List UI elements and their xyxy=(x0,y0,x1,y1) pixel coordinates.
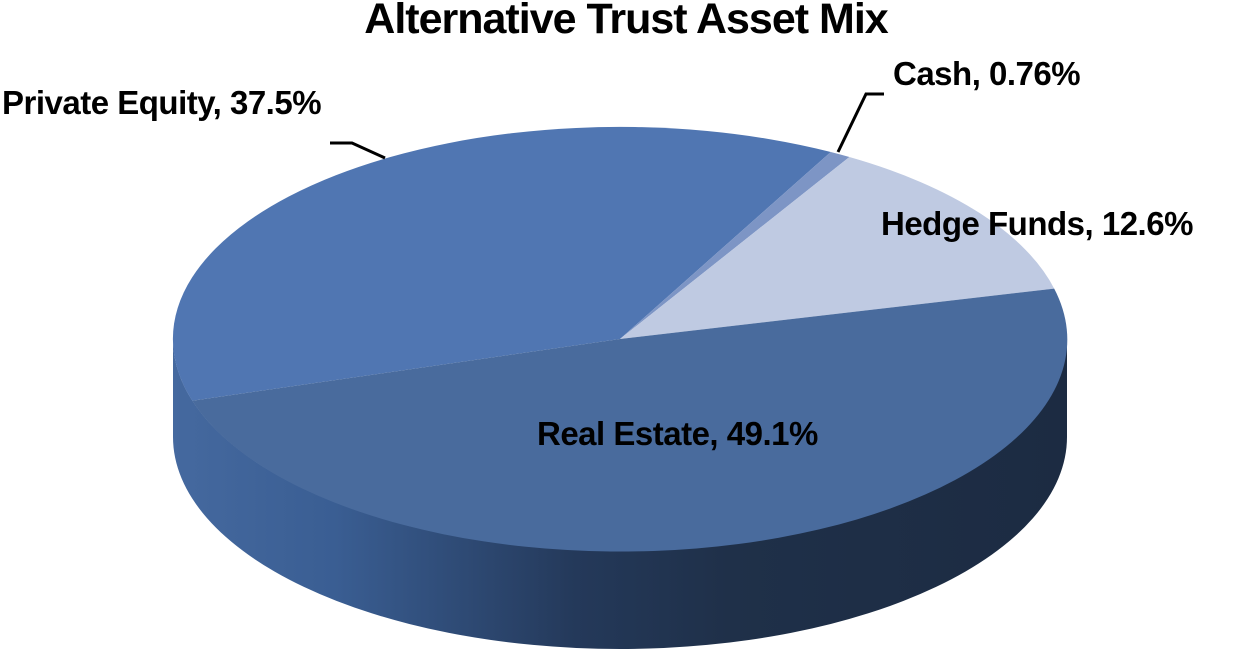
leader-line-cash xyxy=(836,92,884,153)
label-real-estate: Real Estate, 49.1% xyxy=(537,415,818,452)
pie-side-wall xyxy=(173,339,1067,649)
leader-line-private-equity xyxy=(330,141,386,160)
pie-slice-hedge-funds xyxy=(620,157,1055,339)
label-cash: Cash, 0.76% xyxy=(893,55,1081,92)
pie-slice-cash xyxy=(620,152,850,339)
chart-title: Alternative Trust Asset Mix xyxy=(364,0,888,43)
pie-slice-real-estate xyxy=(192,288,1068,552)
label-hedge-funds: Hedge Funds, 12.6% xyxy=(881,205,1193,242)
label-private-equity: Private Equity, 37.5% xyxy=(2,84,322,121)
pie-slice-private-equity xyxy=(172,126,831,401)
